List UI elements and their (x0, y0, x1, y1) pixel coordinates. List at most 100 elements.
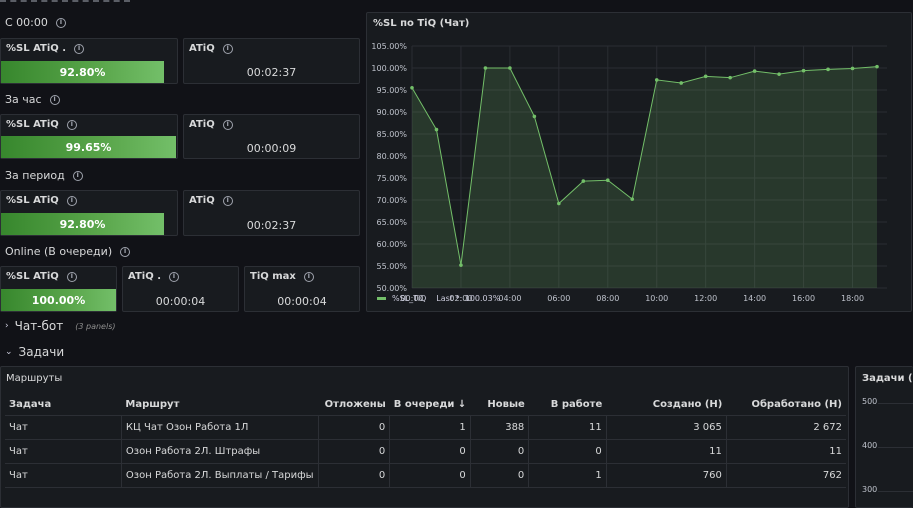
chart-legend[interactable]: %SL_TiQ Last *: 100.03% (377, 294, 500, 303)
cell-in-queue: 1 (389, 415, 471, 440)
panel-title-text: %SL ATiQ (6, 271, 59, 282)
y-tick-label: 100.00% (371, 64, 407, 73)
y-tick-label: 55.00% (376, 262, 407, 271)
panel-title: %SL ATiQ i (6, 195, 77, 206)
y-axis-grid-line (878, 491, 913, 492)
info-icon[interactable]: i (66, 271, 77, 282)
panel-title: %SL ATiQ i (6, 271, 77, 282)
tiq-max-online-panel: TiQ max i 00:00:04 (244, 266, 360, 312)
atiq-hour-panel: ATiQ i 00:00:09 (183, 114, 360, 159)
panel-title-text: %SL ATiQ . (6, 43, 67, 54)
atiq-value: 00:00:04 (155, 295, 206, 308)
info-icon[interactable]: i (222, 119, 233, 130)
section-label: С 00:00 (5, 16, 48, 29)
data-point (728, 75, 732, 80)
x-tick-label: 04:00 (498, 294, 521, 303)
info-icon[interactable]: i (222, 195, 233, 206)
sort-desc-icon: ↓ (457, 398, 467, 410)
cell-route: КЦ Чат Озон Работа 1Л (121, 415, 319, 440)
column-header-postponed[interactable]: Отложены (318, 394, 390, 416)
column-header-in-queue[interactable]: В очереди ↓ (389, 394, 471, 416)
column-header-processed[interactable]: Обработано (Н) (726, 394, 846, 416)
cell-created: 3 065 (606, 415, 727, 440)
info-icon[interactable]: i (72, 170, 83, 181)
cell-processed: 2 672 (726, 415, 846, 440)
info-icon[interactable]: i (55, 17, 66, 28)
tiq-max-value: 00:00:04 (277, 295, 327, 308)
cell-in-work: 1 (528, 463, 607, 488)
legend-series-name: %SL_TiQ (392, 294, 427, 303)
data-point (605, 178, 610, 182)
panel-title: Маршруты (6, 373, 62, 384)
data-point (679, 81, 684, 85)
panel-title-text: %SL ATiQ (6, 195, 59, 206)
cell-in-work: 0 (528, 439, 607, 464)
data-point (654, 78, 659, 82)
info-icon[interactable]: i (222, 43, 233, 54)
cell-task: Чат (5, 439, 122, 464)
cell-in-queue: 0 (389, 463, 471, 488)
y-tick-label: 80.00% (376, 152, 407, 161)
chart-svg[interactable]: 50.00% 55.00% 60.00% 65.00% 70.00% 75.00% 80.0… (367, 13, 913, 313)
table-row[interactable]: Чат Озон Работа 2Л. Выплаты / Тарифы 0 0… (5, 463, 846, 488)
table-row[interactable]: Чат Озон Работа 2Л. Штрафы 0 0 0 0 11 11 (5, 439, 846, 464)
row-tasks-toggle[interactable]: ⌄ Задачи (5, 345, 64, 359)
panel-title: %SL ATiQ i (6, 119, 77, 130)
table-header-row: Задача Маршрут Отложены В очереди ↓ Новы… (5, 394, 846, 416)
x-tick-label: 18:00 (841, 294, 864, 303)
panel-title-text: Маршруты (6, 373, 63, 384)
x-tick-label: 14:00 (743, 294, 766, 303)
data-point (410, 86, 414, 90)
panel-title-text: ATiQ (189, 195, 215, 206)
data-point (630, 197, 635, 201)
data-point (532, 114, 537, 119)
info-icon[interactable]: i (66, 119, 77, 130)
panel-title-text: TiQ max (250, 271, 296, 282)
panel-title: ATiQ i (189, 195, 233, 206)
sl-atiq-online-panel: %SL ATiQ i 100.00% (0, 266, 117, 312)
y-tick-label: 105.00% (371, 42, 407, 51)
x-tick-label: 12:00 (694, 294, 717, 303)
x-tick-label: 00:00 (400, 294, 423, 303)
atiq-value: 00:02:37 (246, 66, 297, 79)
data-point (777, 72, 781, 76)
cell-new: 0 (470, 463, 530, 488)
atiq-period-panel: ATiQ i 00:02:37 (183, 190, 360, 236)
table-row[interactable]: Чат КЦ Чат Озон Работа 1Л 0 1 388 11 3 0… (5, 415, 846, 440)
y-tick-label: 85.00% (376, 130, 407, 139)
section-online: Online (В очереди) i (5, 245, 131, 258)
sl-gauge-bar: 100.00% (1, 289, 116, 311)
column-header-created[interactable]: Создано (Н) (606, 394, 727, 416)
info-icon[interactable]: i (303, 271, 314, 282)
data-point (557, 201, 561, 206)
sl-tiq-chart-panel: %SL по TiQ (Чат) 50.00% 55.00% 60.00% 65.00… (366, 12, 912, 312)
info-icon[interactable]: i (74, 43, 85, 54)
series-area-fill (412, 66, 877, 289)
info-icon[interactable]: i (66, 195, 77, 206)
panel-title-text: %SL ATiQ (6, 119, 59, 130)
data-point (850, 66, 855, 71)
data-point (826, 67, 830, 72)
info-icon[interactable]: i (49, 94, 60, 105)
routes-table: Задача Маршрут Отложены В очереди ↓ Новы… (5, 394, 846, 488)
panel-title-text: ATiQ (189, 119, 215, 130)
data-point (703, 74, 708, 79)
panel-title: ATiQ i (189, 119, 233, 130)
info-icon[interactable]: i (169, 271, 179, 282)
column-header-task[interactable]: Задача (5, 394, 122, 416)
column-header-route[interactable]: Маршрут (121, 394, 319, 416)
column-header-in-work[interactable]: В работе (528, 394, 607, 416)
y-tick-label: 50.00% (376, 284, 407, 293)
info-icon[interactable]: i (120, 246, 131, 257)
data-point (483, 66, 488, 70)
sl-value: 100.00% (31, 293, 86, 307)
panel-title-text: ATiQ . (128, 271, 161, 282)
column-header-new[interactable]: Новые (470, 394, 529, 416)
row-chatbot-toggle[interactable]: › Чат-бот (3 panels) (5, 319, 116, 333)
x-tick-label: 08:00 (596, 294, 619, 303)
y-tick-label: 65.00% (376, 218, 407, 227)
section-period: За период i (5, 169, 83, 182)
y-tick-label: 95.00% (376, 86, 407, 95)
cell-created: 11 (606, 439, 727, 464)
panel-title: ATiQ i (189, 43, 233, 54)
